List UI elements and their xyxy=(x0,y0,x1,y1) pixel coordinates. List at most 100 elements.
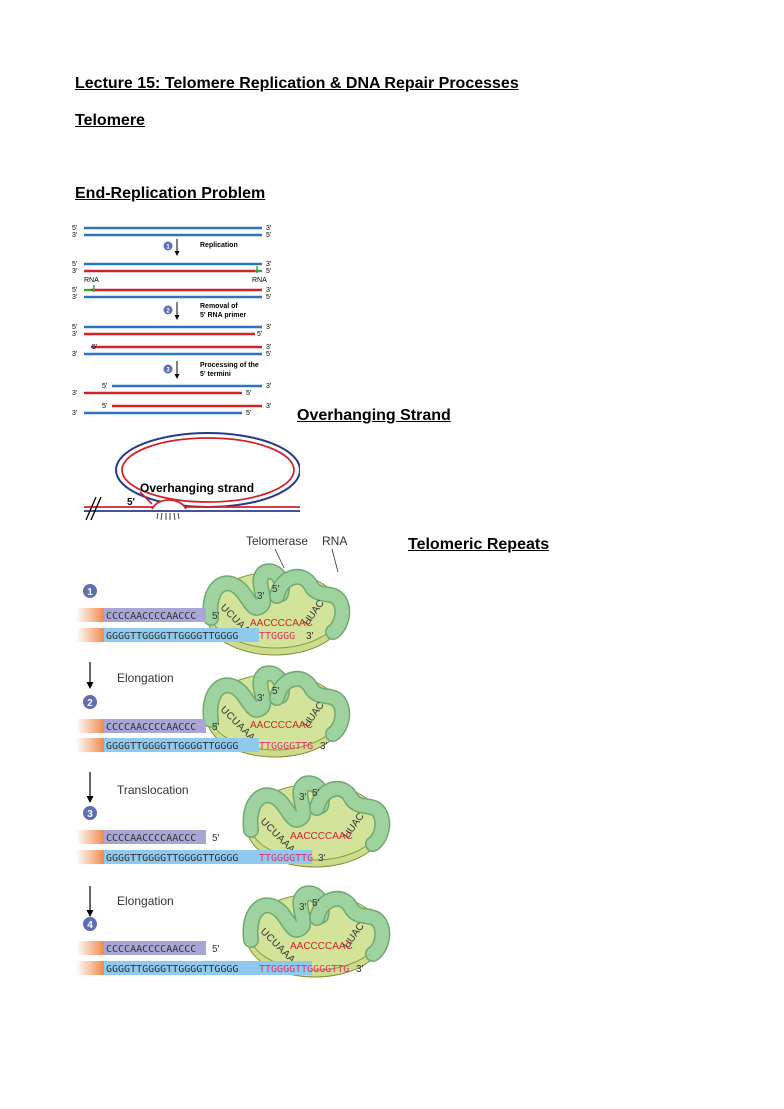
strand-end-label: 5' xyxy=(212,722,220,733)
new-dna-seq: TTGGGGTTG xyxy=(259,741,313,752)
end-replication-diagram: 5' 3' 3' 5' 5' 3' 3' 5' RNA RNA 5' 3' 3'… xyxy=(72,225,271,417)
step-number: 1 xyxy=(87,587,93,598)
step-number-badge xyxy=(83,917,97,931)
step-label: 5' termini xyxy=(200,371,231,378)
bottom-strand-seq: GGGGTTGGGGTTGGGGTTGGGG xyxy=(106,853,238,864)
down-arrow-icon xyxy=(174,315,180,320)
step-number-badge xyxy=(163,241,173,251)
section-overhanging: Overhanging Strand xyxy=(297,407,451,424)
end-label: 5' xyxy=(266,294,271,301)
step-number-badge xyxy=(163,305,173,315)
strand-end-label: 5' xyxy=(212,944,220,955)
new-dna-seq: TTGGGGTTGGGGTTG xyxy=(259,964,349,975)
end-label: 5' xyxy=(72,225,77,232)
end-label: 3' xyxy=(266,383,271,390)
top-strand-seq: CCCCAACCCCAACCC xyxy=(106,611,196,622)
end-label: 3' xyxy=(72,390,77,397)
end-label: 3' xyxy=(72,410,77,417)
down-arrow-icon xyxy=(174,251,180,256)
rna-label: RNA xyxy=(84,277,99,284)
step-number-badge xyxy=(83,806,97,820)
section-telomere: Telomere xyxy=(75,112,145,129)
new-dna-seq: TTGGGGTTG xyxy=(259,853,313,864)
end-label: 5' xyxy=(102,383,107,390)
end-label: 3' xyxy=(266,324,271,331)
end-label: 3' xyxy=(266,225,271,232)
down-arrow-icon xyxy=(86,796,94,803)
section-telomeric-repeats: Telomeric Repeats xyxy=(408,536,550,553)
rna-end-label: 5' xyxy=(312,788,320,799)
top-strand-seq: CCCCAACCCCAACCC xyxy=(106,833,196,844)
page-title: Lecture 15: Telomere Replication & DNA R… xyxy=(75,75,519,92)
rna-end-label: 3' xyxy=(299,902,307,913)
rna-end-label: 3' xyxy=(257,591,265,602)
new-dna-seq: TTGGGG xyxy=(259,631,295,642)
rna-template: AACCCCAAC xyxy=(250,618,313,629)
strand-end-label: 3' xyxy=(356,964,364,975)
strand-end-label: 3' xyxy=(318,853,326,864)
bottom-strand-seq: GGGGTTGGGGTTGGGGTTGGGG xyxy=(106,964,238,975)
step-arrow-label: Elongation xyxy=(117,671,174,685)
telomerase-panel-3: Translocation 3' 5' UCUAAA AACCCCAAC UUA… xyxy=(76,772,383,867)
step-number-badge xyxy=(83,584,97,598)
rna-end-label: 3' xyxy=(299,792,307,803)
rna-end-label: 5' xyxy=(312,898,320,909)
strand-end-label: 5' xyxy=(212,833,220,844)
step-number: 2 xyxy=(166,309,170,315)
end-label: 3' xyxy=(72,232,77,239)
step-label: Processing of the xyxy=(200,362,259,369)
end-label: 3' xyxy=(266,261,271,268)
step-number-badge xyxy=(83,695,97,709)
end-label: 5' xyxy=(266,268,271,275)
bottom-strand-seq: GGGGTTGGGGTTGGGGTTGGGG xyxy=(106,741,238,752)
step-number: 4 xyxy=(87,920,93,931)
telomerase-panel-2: Elongation 3' 5' UCUAAA AACCCCAAC UUAC 2… xyxy=(76,662,343,757)
step-number: 3 xyxy=(87,809,93,820)
t-loop-diagram: 5' Overhanging strand xyxy=(84,432,300,521)
end-label: 3' xyxy=(72,268,77,275)
step-label: 5' RNA primer xyxy=(200,312,246,319)
down-arrow-icon xyxy=(86,682,94,689)
telomerase-panel-1: 3' 5' UCUAAA AACCCCAAC UUAC 1 CCCCAACCCC… xyxy=(76,571,343,655)
double-slash-icon xyxy=(85,496,102,521)
end-label: 3' xyxy=(266,403,271,410)
strand-end-label: 5' xyxy=(127,497,135,508)
step-number-badge xyxy=(163,364,173,374)
end-label: 5' xyxy=(266,232,271,239)
end-label: 5' xyxy=(246,410,251,417)
rna-template: AACCCCAAC xyxy=(290,941,353,952)
step-number: 3 xyxy=(166,368,170,374)
end-label: 3' xyxy=(72,294,77,301)
rna-template: AACCCCAAC xyxy=(290,831,353,842)
telomerase-label: Telomerase xyxy=(246,534,308,548)
end-label: 5' xyxy=(257,331,262,338)
rna-end-label: 5' xyxy=(272,584,280,595)
rna-template: AACCCCAAC xyxy=(250,720,313,731)
step-number: 1 xyxy=(166,245,170,251)
overhanging-strand-label: Overhanging strand xyxy=(140,481,254,495)
down-arrow-icon xyxy=(86,910,94,917)
step-label: Replication xyxy=(200,242,238,249)
telomerase-panel-4: Elongation 3' 5' UCUAAA AACCCCAAC UUAC 4… xyxy=(76,886,383,977)
end-label: 5' xyxy=(72,261,77,268)
bottom-strand-seq: GGGGTTGGGGTTGGGGTTGGGG xyxy=(106,631,238,642)
end-label: 3' xyxy=(72,331,77,338)
step-arrow-label: Translocation xyxy=(117,783,189,797)
end-label: 5' xyxy=(246,390,251,397)
down-arrow-icon xyxy=(174,374,180,379)
rna-label: RNA xyxy=(252,277,267,284)
end-label: 3' xyxy=(266,287,271,294)
end-label: 5' xyxy=(102,403,107,410)
rna-label: RNA xyxy=(322,534,347,548)
rna-end-label: 3' xyxy=(257,693,265,704)
rna-end-label: 5' xyxy=(272,686,280,697)
step-arrow-label: Elongation xyxy=(117,894,174,908)
end-label: 5' xyxy=(92,344,97,351)
strand-end-label: 3' xyxy=(320,741,328,752)
end-label: 5' xyxy=(266,351,271,358)
end-label: 5' xyxy=(72,324,77,331)
top-strand-seq: CCCCAACCCCAACCC xyxy=(106,944,196,955)
section-end-replication: End-Replication Problem xyxy=(75,185,266,202)
step-number: 2 xyxy=(87,698,93,709)
strand-end-label: 5' xyxy=(212,611,220,622)
